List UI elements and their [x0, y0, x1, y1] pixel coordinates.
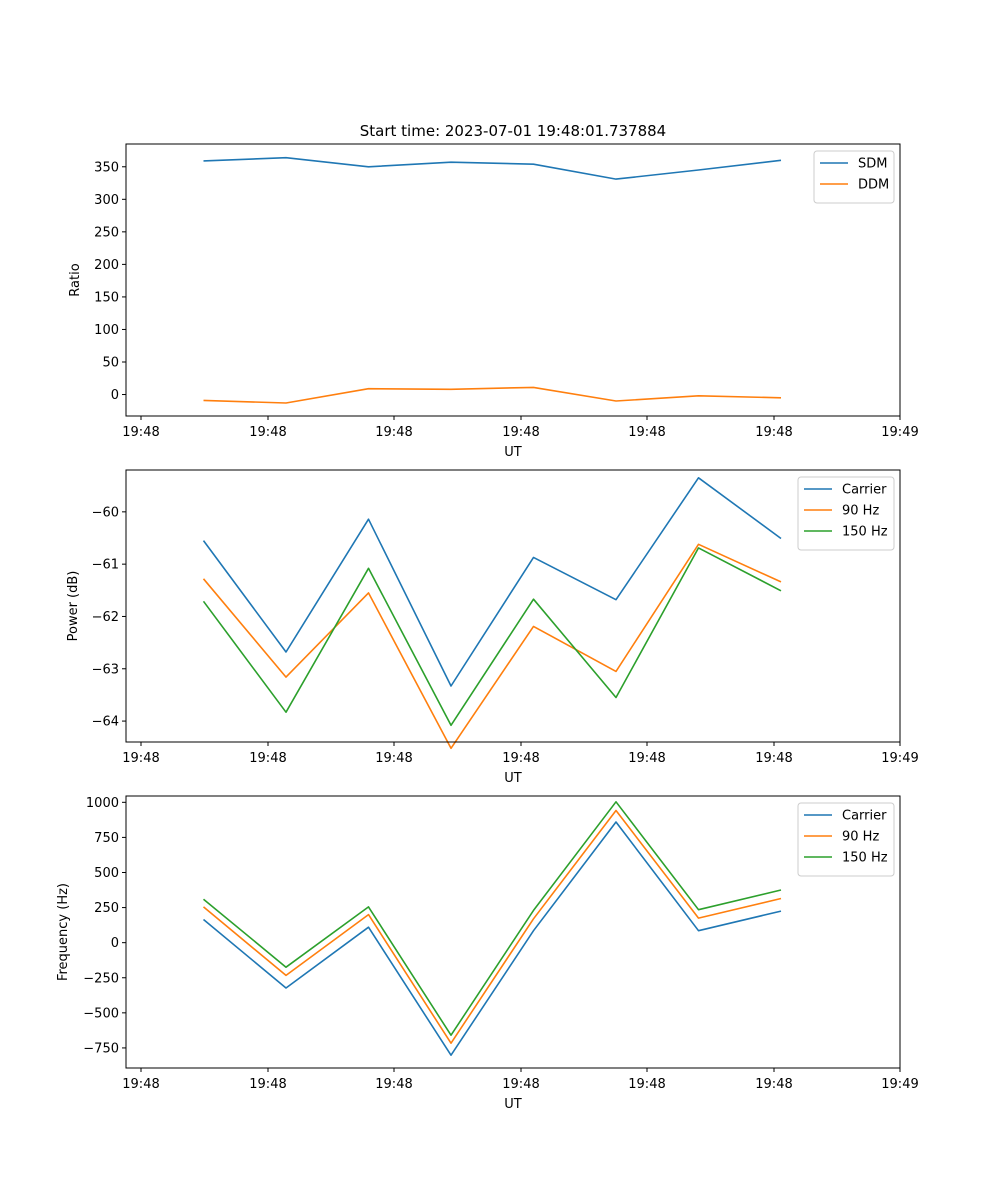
y-tick-label: 0	[111, 936, 119, 951]
y-tick-label: 100	[94, 323, 119, 338]
x-tick-label: 19:49	[881, 751, 918, 766]
legend-label: DDM	[858, 178, 889, 193]
figure: Start time: 2023-07-01 19:48:01.737884 1…	[0, 0, 1000, 1200]
x-tick-label: 19:48	[755, 425, 792, 440]
legend: SDM DDM	[814, 151, 894, 203]
y-tick-label: 500	[94, 866, 119, 881]
y-tick-label: 50	[102, 355, 119, 370]
y-axis-label: Frequency (Hz)	[56, 883, 71, 981]
y-tick-label: −61	[92, 558, 119, 573]
y-tick-label: −60	[92, 505, 119, 520]
y-tick-label: 150	[94, 290, 119, 305]
x-tick-label: 19:48	[755, 751, 792, 766]
x-axis-label: UT	[504, 771, 522, 786]
x-axis-label: UT	[504, 1097, 522, 1112]
y-tick-label: 250	[94, 901, 119, 916]
x-tick-label: 19:48	[249, 751, 286, 766]
x-tick-label: 19:48	[628, 1077, 665, 1092]
y-tick-label: −64	[92, 715, 119, 730]
legend-label: 90 Hz	[842, 830, 879, 845]
y-tick-label: −63	[92, 662, 119, 677]
x-tick-label: 19:48	[502, 751, 539, 766]
legend-label: 150 Hz	[842, 851, 888, 866]
x-tick-label: 19:48	[375, 1077, 412, 1092]
y-tick-label: −62	[92, 610, 119, 625]
legend-label: Carrier	[842, 483, 887, 498]
legend-label: 90 Hz	[842, 504, 879, 519]
y-axis-label: Ratio	[68, 263, 83, 296]
x-axis-label: UT	[504, 445, 522, 460]
x-tick-label: 19:48	[122, 1077, 159, 1092]
y-tick-label: 200	[94, 258, 119, 273]
y-tick-label: −500	[83, 1006, 119, 1021]
legend-label: Carrier	[842, 809, 887, 824]
y-tick-label: 1000	[86, 796, 119, 811]
legend: Carrier 90 Hz 150 Hz	[798, 477, 894, 550]
x-tick-label: 19:48	[375, 751, 412, 766]
x-tick-label: 19:48	[122, 751, 159, 766]
y-tick-label: 300	[94, 193, 119, 208]
x-tick-label: 19:48	[628, 425, 665, 440]
y-tick-label: 0	[111, 388, 119, 403]
legend-label: 150 Hz	[842, 525, 888, 540]
x-tick-label: 19:49	[881, 1077, 918, 1092]
x-tick-label: 19:48	[249, 425, 286, 440]
chart-title: Start time: 2023-07-01 19:48:01.737884	[360, 122, 666, 140]
x-tick-label: 19:48	[375, 425, 412, 440]
x-tick-label: 19:48	[755, 1077, 792, 1092]
y-axis-label: Power (dB)	[66, 571, 81, 642]
x-tick-label: 19:48	[502, 1077, 539, 1092]
x-tick-label: 19:49	[881, 425, 918, 440]
y-tick-label: −750	[83, 1041, 119, 1056]
x-tick-label: 19:48	[502, 425, 539, 440]
y-tick-label: 350	[94, 160, 119, 175]
x-tick-label: 19:48	[122, 425, 159, 440]
x-tick-label: 19:48	[628, 751, 665, 766]
x-tick-label: 19:48	[249, 1077, 286, 1092]
y-tick-label: 250	[94, 225, 119, 240]
legend-label: SDM	[858, 157, 887, 172]
legend: Carrier 90 Hz 150 Hz	[798, 803, 894, 876]
y-tick-label: −250	[83, 971, 119, 986]
y-tick-label: 750	[94, 831, 119, 846]
